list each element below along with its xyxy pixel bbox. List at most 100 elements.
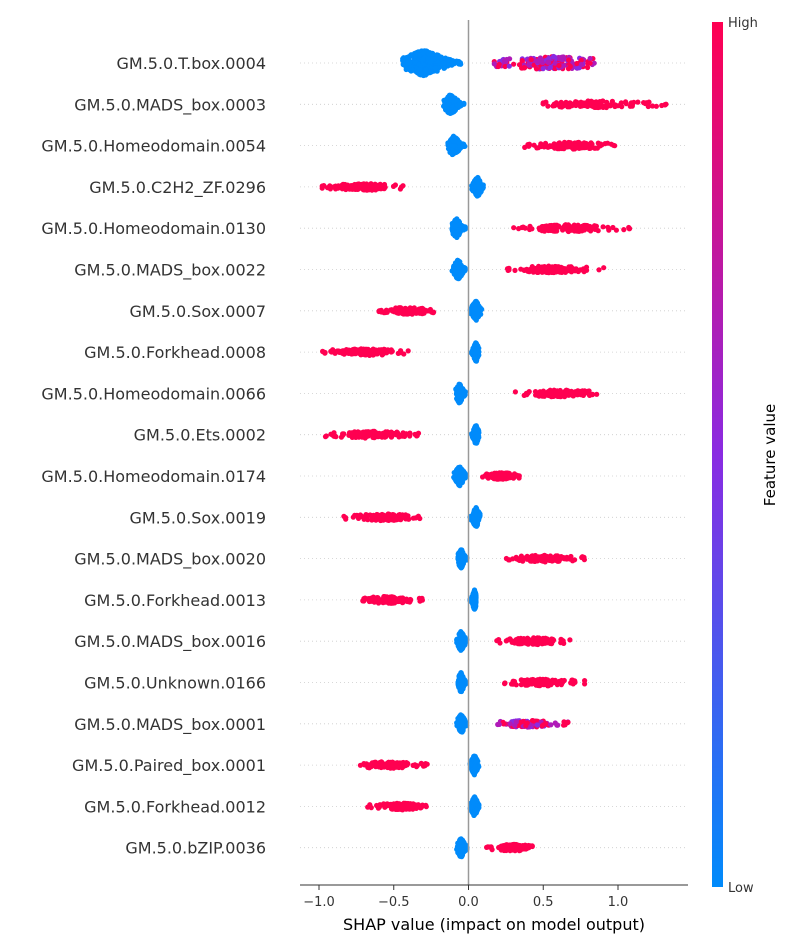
shap-point <box>572 140 578 146</box>
shap-point <box>369 596 375 602</box>
shap-point <box>357 512 363 519</box>
shap-point <box>460 550 466 556</box>
shap-point <box>635 99 641 105</box>
shap-point <box>384 512 390 518</box>
shap-point <box>524 556 530 562</box>
feature-label: GM.5.0.Homeodomain.0174 <box>41 467 266 486</box>
feature-label: GM.5.0.Homeodomain.0130 <box>41 219 266 238</box>
shap-point <box>526 142 533 148</box>
shap-point <box>473 594 479 600</box>
shap-point <box>529 226 535 232</box>
shap-point <box>455 551 461 557</box>
shap-point <box>340 348 346 354</box>
shap-point <box>485 475 491 481</box>
shap-point <box>459 558 465 564</box>
shap-point <box>498 471 504 477</box>
shap-point <box>558 102 564 108</box>
shap-point <box>427 306 433 313</box>
shap-point <box>550 228 556 234</box>
shap-point <box>407 60 413 66</box>
shap-point <box>444 103 450 109</box>
shap-point <box>471 517 477 523</box>
shap-point <box>470 188 476 194</box>
shap-point <box>556 140 563 146</box>
shap-point <box>506 557 513 563</box>
shap-point <box>457 394 463 400</box>
shap-point <box>420 62 426 68</box>
shap-point <box>573 266 579 272</box>
shap-point <box>544 679 550 685</box>
shap-point <box>571 146 577 152</box>
shap-point <box>645 103 651 110</box>
shap-point <box>476 184 482 190</box>
shap-point <box>414 308 420 314</box>
shap-point <box>384 429 390 435</box>
shap-point <box>601 265 607 271</box>
shap-point <box>460 269 466 276</box>
shap-point <box>627 103 633 109</box>
feature-label: GM.5.0.C2H2_ZF.0296 <box>89 178 266 198</box>
shap-point <box>607 103 613 109</box>
shap-point <box>591 223 598 229</box>
shap-point <box>583 143 589 149</box>
shap-point <box>518 682 524 688</box>
shap-point <box>397 186 403 192</box>
feature-rows: GM.5.0.T.box.0004GM.5.0.MADS_box.0003GM.… <box>41 54 688 858</box>
shap-point <box>546 55 552 61</box>
shap-point <box>579 223 585 229</box>
shap-point <box>545 59 551 65</box>
shap-point <box>543 99 549 105</box>
feature-label: GM.5.0.Forkhead.0012 <box>84 797 266 816</box>
shap-point <box>420 56 426 63</box>
shap-point <box>454 468 460 475</box>
shap-point <box>512 389 519 395</box>
shap-point <box>400 430 406 437</box>
shap-point <box>604 99 610 105</box>
shap-point <box>502 63 508 70</box>
shap-point <box>519 58 525 64</box>
shap-point <box>451 138 457 144</box>
shap-point <box>578 61 585 68</box>
shap-point <box>567 637 573 643</box>
shap-point <box>401 351 407 357</box>
shap-point <box>445 140 451 146</box>
shap-point <box>523 637 529 643</box>
shap-point <box>378 186 384 192</box>
shap-point <box>551 269 557 276</box>
shap-point <box>546 393 553 399</box>
shap-point <box>447 57 453 63</box>
shap-point <box>375 512 381 518</box>
shap-point <box>558 54 565 60</box>
shap-point <box>548 222 555 229</box>
shap-point <box>378 307 384 313</box>
shap-point <box>472 427 479 433</box>
shap-point <box>516 62 523 68</box>
shap-point <box>578 388 584 394</box>
shap-point <box>510 61 517 67</box>
shap-point <box>588 98 594 104</box>
shap-point <box>474 193 480 199</box>
feature-label: GM.5.0.Forkhead.0008 <box>84 343 266 362</box>
shap-point <box>591 60 597 66</box>
shap-point <box>339 185 346 191</box>
shap-point <box>518 266 524 272</box>
shap-point <box>395 309 401 315</box>
shap-point <box>525 268 531 274</box>
shap-point <box>348 430 355 436</box>
shap-point <box>529 265 535 271</box>
shap-point <box>473 314 479 321</box>
shap-point <box>497 640 503 646</box>
shap-point <box>392 182 398 188</box>
shap-point <box>374 182 380 188</box>
shap-point <box>506 63 512 69</box>
shap-point <box>545 103 551 109</box>
shap-point <box>385 517 391 523</box>
shap-point <box>447 92 453 98</box>
shap-point <box>496 61 502 67</box>
feature-label: GM.5.0.Sox.0019 <box>129 508 266 527</box>
feature-label: GM.5.0.Forkhead.0013 <box>84 591 266 610</box>
shap-point <box>511 225 517 231</box>
shap-point <box>363 511 369 518</box>
shap-point <box>599 142 605 148</box>
shap-point <box>462 678 468 684</box>
